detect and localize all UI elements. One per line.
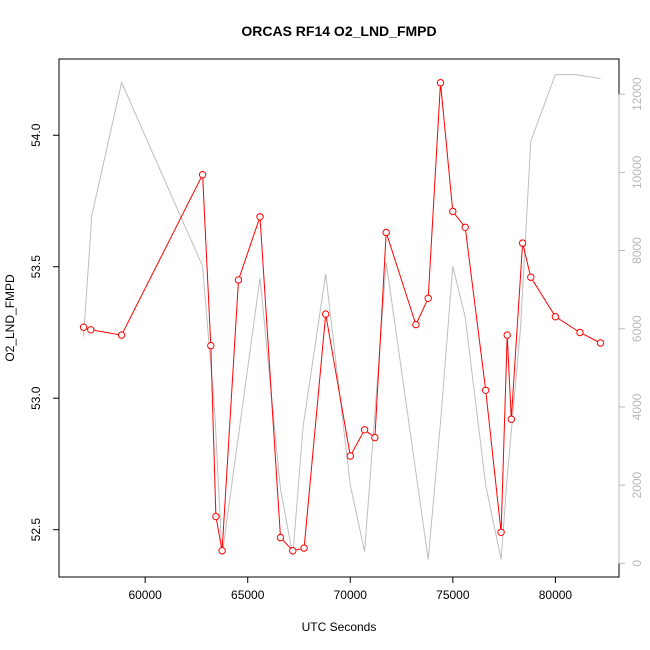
y-tick-label: 54.0 [29, 123, 43, 147]
plot-frame [58, 58, 620, 578]
data-point [576, 328, 584, 337]
x-tick-label: 70000 [334, 588, 368, 602]
data-point [382, 228, 390, 237]
y2-tick-label: 10000 [630, 155, 644, 189]
data-point [596, 339, 605, 347]
data-point [527, 273, 535, 281]
data-point [198, 171, 207, 179]
data-point [276, 533, 285, 542]
data-point [300, 544, 308, 552]
series-line-right-axis [83, 74, 601, 560]
data-point [518, 239, 527, 247]
y2-tick-label: 4000 [630, 393, 644, 420]
y2-tick-label: 0 [630, 560, 644, 567]
data-point [497, 528, 505, 536]
data-point [289, 547, 297, 555]
y-tick-label: 52.5 [29, 518, 43, 542]
data-point [412, 320, 420, 329]
data-point [507, 415, 515, 423]
y-tick-label: 53.0 [29, 386, 43, 410]
y2-tick-label: 8000 [630, 237, 644, 264]
x-axis: 60000 65000 70000 75000 80000 [128, 576, 573, 602]
chart-title: ORCAS RF14 O2_LND_FMPD [241, 23, 436, 39]
data-point [371, 433, 379, 442]
y-axis-label: O2_LND_FMPD [3, 274, 17, 362]
y2-tick-label: 6000 [630, 315, 644, 342]
x-tick-label: 75000 [436, 588, 470, 602]
data-point [218, 547, 226, 555]
series-line-o2 [83, 82, 601, 552]
data-point [256, 213, 264, 221]
series-layer [79, 74, 605, 560]
data-point [207, 341, 215, 350]
data-point [117, 331, 126, 339]
data-point [436, 79, 445, 87]
data-point [449, 207, 457, 216]
y-axis: 52.5 53.0 53.5 54.0 [29, 123, 60, 542]
data-point [360, 426, 369, 434]
data-point [503, 331, 511, 339]
x-tick-label: 80000 [539, 588, 573, 602]
y2-tick-label: 12000 [630, 77, 644, 111]
data-point [346, 452, 354, 460]
data-point [322, 310, 330, 318]
x-axis-label: UTC Seconds [302, 620, 377, 634]
data-point [212, 512, 220, 521]
data-point [79, 323, 88, 331]
data-point [234, 276, 243, 284]
data-point [551, 313, 560, 321]
data-point [461, 223, 469, 232]
x-tick-label: 65000 [231, 588, 265, 602]
y2-axis-right: 0 2000 4000 6000 8000 10000 12000 [618, 77, 644, 567]
data-point [482, 386, 490, 394]
y-tick-label: 53.5 [29, 255, 43, 279]
data-point [87, 326, 95, 334]
y2-tick-label: 2000 [630, 471, 644, 498]
data-point [424, 294, 432, 302]
x-tick-label: 60000 [128, 588, 162, 602]
